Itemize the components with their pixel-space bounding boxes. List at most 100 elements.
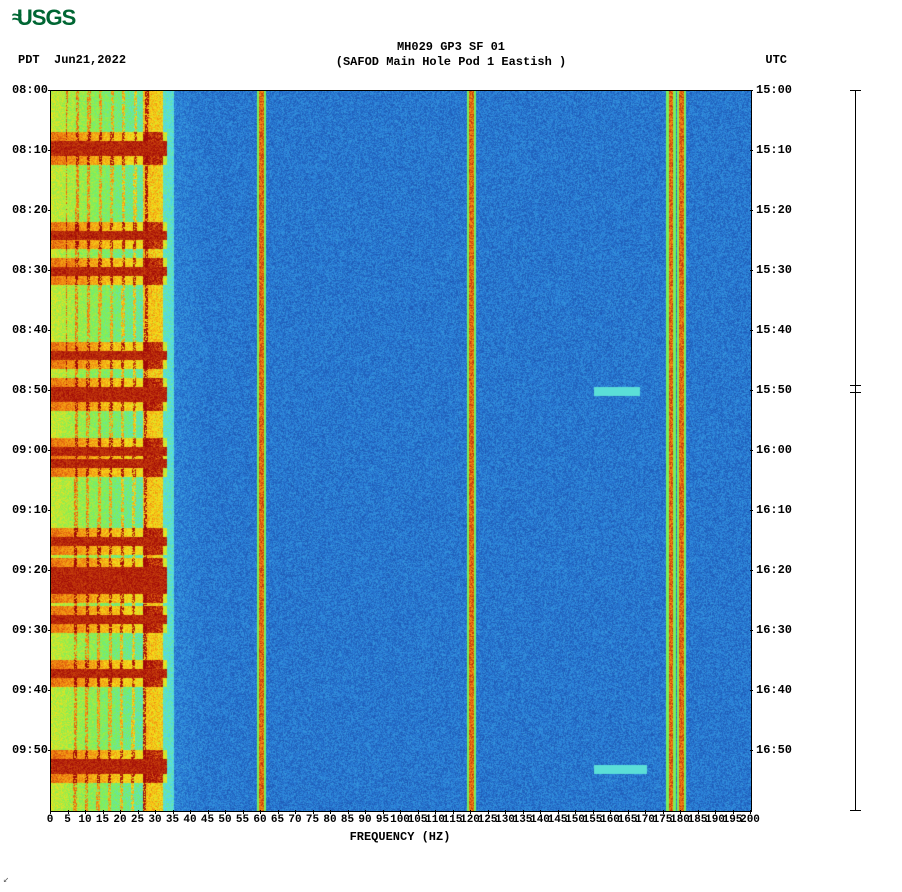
tick-mark xyxy=(155,810,156,814)
tick-mark xyxy=(593,810,594,814)
y-axis-right: 15:0015:1015:2015:3015:4015:5016:0016:10… xyxy=(756,90,816,810)
y-right-tick: 16:00 xyxy=(756,443,816,457)
y-right-tick: 15:50 xyxy=(756,383,816,397)
tick-mark xyxy=(48,630,51,631)
x-tick: 80 xyxy=(323,814,336,826)
tick-mark xyxy=(750,450,753,451)
tick-mark xyxy=(750,210,753,211)
tick-mark xyxy=(48,450,51,451)
spectrogram-canvas xyxy=(51,91,751,811)
tick-mark xyxy=(470,810,471,814)
x-tick: 10 xyxy=(78,814,91,826)
tick-mark xyxy=(225,810,226,814)
x-tick: 0 xyxy=(47,814,54,826)
x-tick: 15 xyxy=(96,814,109,826)
y-right-tick: 15:10 xyxy=(756,143,816,157)
y-left-tick: 08:10 xyxy=(0,143,48,157)
tick-mark xyxy=(173,810,174,814)
tick-mark xyxy=(48,150,51,151)
waveform-axis xyxy=(855,90,856,810)
tick-mark xyxy=(243,810,244,814)
tick-mark xyxy=(750,570,753,571)
tick-mark xyxy=(418,810,419,814)
corner-mark: ↙ xyxy=(3,874,9,886)
x-tick: 50 xyxy=(218,814,231,826)
tick-mark xyxy=(663,810,664,814)
tick-mark xyxy=(715,810,716,814)
y-left-tick: 09:30 xyxy=(0,623,48,637)
y-right-tick: 15:30 xyxy=(756,263,816,277)
tick-mark xyxy=(190,810,191,814)
y-right-tick: 16:30 xyxy=(756,623,816,637)
tick-mark xyxy=(103,810,104,814)
tick-mark xyxy=(50,810,51,814)
wave-tick xyxy=(850,90,861,91)
x-tick: 70 xyxy=(288,814,301,826)
x-tick: 30 xyxy=(148,814,161,826)
y-left-tick: 08:30 xyxy=(0,263,48,277)
x-tick: 200 xyxy=(740,814,760,826)
wave-tick xyxy=(850,810,861,811)
tick-mark xyxy=(48,90,51,91)
y-left-tick: 08:50 xyxy=(0,383,48,397)
tick-mark xyxy=(48,210,51,211)
tick-mark xyxy=(750,690,753,691)
tick-mark xyxy=(540,810,541,814)
tick-mark xyxy=(505,810,506,814)
tick-mark xyxy=(365,810,366,814)
y-axis-left: 08:0008:1008:2008:3008:4008:5009:0009:10… xyxy=(0,90,48,810)
tick-mark xyxy=(628,810,629,814)
tick-mark xyxy=(278,810,279,814)
tick-mark xyxy=(85,810,86,814)
x-tick: 95 xyxy=(376,814,389,826)
tick-mark xyxy=(68,810,69,814)
header-left: PDT Jun21,2022 xyxy=(18,53,126,67)
tick-mark xyxy=(453,810,454,814)
x-axis-label: FREQUENCY (HZ) xyxy=(50,830,750,844)
x-tick: 90 xyxy=(358,814,371,826)
tick-mark xyxy=(48,570,51,571)
y-right-tick: 15:40 xyxy=(756,323,816,337)
x-tick: 65 xyxy=(271,814,284,826)
x-tick: 35 xyxy=(166,814,179,826)
tick-mark xyxy=(348,810,349,814)
tick-mark xyxy=(48,690,51,691)
y-left-tick: 09:50 xyxy=(0,743,48,757)
tick-mark xyxy=(750,630,753,631)
header-right: UTC xyxy=(765,53,787,67)
y-left-tick: 09:40 xyxy=(0,683,48,697)
tick-mark xyxy=(435,810,436,814)
tick-mark xyxy=(750,750,753,751)
y-right-tick: 16:40 xyxy=(756,683,816,697)
tick-mark xyxy=(330,810,331,814)
tick-mark xyxy=(48,270,51,271)
y-left-tick: 09:00 xyxy=(0,443,48,457)
y-left-tick: 09:20 xyxy=(0,563,48,577)
spectrogram-plot xyxy=(50,90,752,812)
tick-mark xyxy=(313,810,314,814)
logo-text: USGS xyxy=(17,5,75,30)
tick-mark xyxy=(48,750,51,751)
tick-mark xyxy=(750,390,753,391)
left-timezone: PDT xyxy=(18,53,40,67)
y-right-tick: 15:20 xyxy=(756,203,816,217)
y-right-tick: 16:20 xyxy=(756,563,816,577)
x-tick: 75 xyxy=(306,814,319,826)
x-tick: 60 xyxy=(253,814,266,826)
y-right-tick: 15:00 xyxy=(756,83,816,97)
tick-mark xyxy=(750,150,753,151)
tick-mark xyxy=(733,810,734,814)
tick-mark xyxy=(260,810,261,814)
x-tick: 55 xyxy=(236,814,249,826)
tick-mark xyxy=(680,810,681,814)
y-left-tick: 09:10 xyxy=(0,503,48,517)
tick-mark xyxy=(698,810,699,814)
tick-mark xyxy=(750,510,753,511)
x-tick: 5 xyxy=(64,814,71,826)
x-tick: 40 xyxy=(183,814,196,826)
tick-mark xyxy=(120,810,121,814)
x-tick: 85 xyxy=(341,814,354,826)
x-tick: 25 xyxy=(131,814,144,826)
tick-mark xyxy=(400,810,401,814)
tick-mark xyxy=(645,810,646,814)
